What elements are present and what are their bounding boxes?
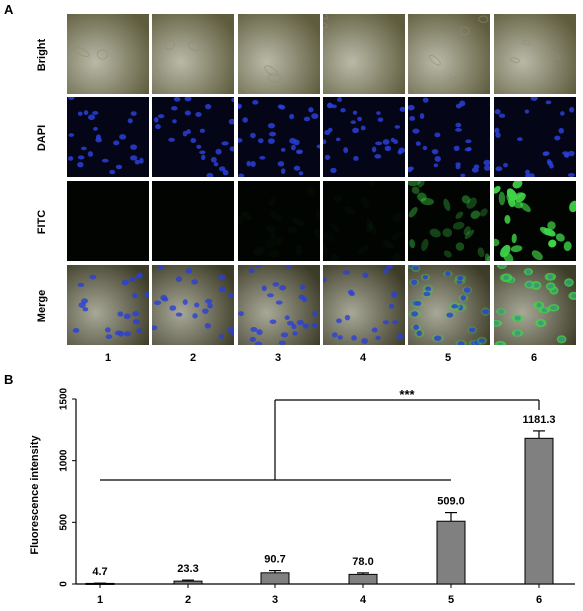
merge-image-4 — [323, 265, 405, 345]
bar-3 — [260, 572, 290, 585]
bright-image-5 — [408, 14, 490, 94]
bar-6 — [524, 437, 554, 585]
value-label-3: 90.7 — [264, 554, 285, 566]
bright-image-1 — [67, 14, 149, 94]
significance-label: *** — [399, 387, 415, 402]
dapi-image-3 — [238, 97, 320, 177]
fitc-image-5 — [408, 181, 490, 261]
value-label-5: 509.0 — [437, 496, 465, 508]
y-tick-label-0: 0 — [59, 581, 70, 587]
y-tick-label-3: 1500 — [59, 387, 70, 410]
value-label-2: 23.3 — [177, 563, 198, 575]
fitc-image-4 — [323, 181, 405, 261]
merge-image-1 — [67, 265, 149, 345]
column-label-6: 6 — [530, 352, 538, 364]
merge-image-6 — [494, 265, 576, 345]
bar-5 — [436, 520, 466, 585]
x-tick-label-6: 6 — [536, 594, 542, 606]
row-label-fitc: FITC — [36, 209, 48, 235]
x-tick-label-2: 2 — [185, 594, 191, 606]
fitc-image-6 — [494, 181, 576, 261]
value-label-4: 78.0 — [352, 556, 373, 568]
fitc-image-2 — [152, 181, 234, 261]
x-tick-label-3: 3 — [272, 594, 278, 606]
value-label-6: 1181.3 — [522, 414, 555, 426]
column-label-2: 2 — [189, 352, 197, 364]
y-axis-label: Fluorescence intensity — [29, 435, 41, 555]
bright-image-4 — [323, 14, 405, 94]
panel-b-letter: B — [4, 372, 14, 387]
fluorescence-bar-chart: Fluorescence intensity *** 0 500 1000 1500 1… — [29, 387, 575, 606]
bright-image-2 — [152, 14, 234, 94]
y-tick-label-1: 500 — [59, 514, 70, 531]
fitc-image-3 — [238, 181, 320, 261]
column-label-3: 3 — [274, 352, 282, 364]
row-label-bright: Bright — [36, 38, 48, 72]
row-label-dapi: DAPI — [36, 124, 48, 152]
dapi-image-4 — [323, 97, 405, 177]
value-label-1: 4.7 — [92, 566, 107, 578]
dapi-image-2 — [152, 97, 234, 177]
dapi-image-6 — [494, 97, 576, 177]
x-tick-label-5: 5 — [448, 594, 454, 606]
bright-image-3 — [238, 14, 320, 94]
bar-2 — [173, 580, 203, 585]
fitc-image-1 — [67, 181, 149, 261]
merge-image-5 — [408, 265, 490, 345]
panel-a-letter: A — [4, 2, 14, 17]
column-label-1: 1 — [104, 352, 112, 364]
merge-image-3 — [238, 265, 320, 345]
y-tick-label-2: 1000 — [59, 449, 70, 472]
row-label-merge: Merge — [36, 289, 48, 323]
merge-image-2 — [152, 265, 234, 345]
bar-4 — [348, 573, 378, 585]
column-label-5: 5 — [444, 352, 452, 364]
dapi-image-5 — [408, 97, 490, 177]
x-tick-label-4: 4 — [360, 594, 367, 606]
x-tick-label-1: 1 — [97, 594, 103, 606]
bright-image-6 — [494, 14, 576, 94]
dapi-image-1 — [67, 97, 149, 177]
column-label-4: 4 — [359, 352, 367, 364]
